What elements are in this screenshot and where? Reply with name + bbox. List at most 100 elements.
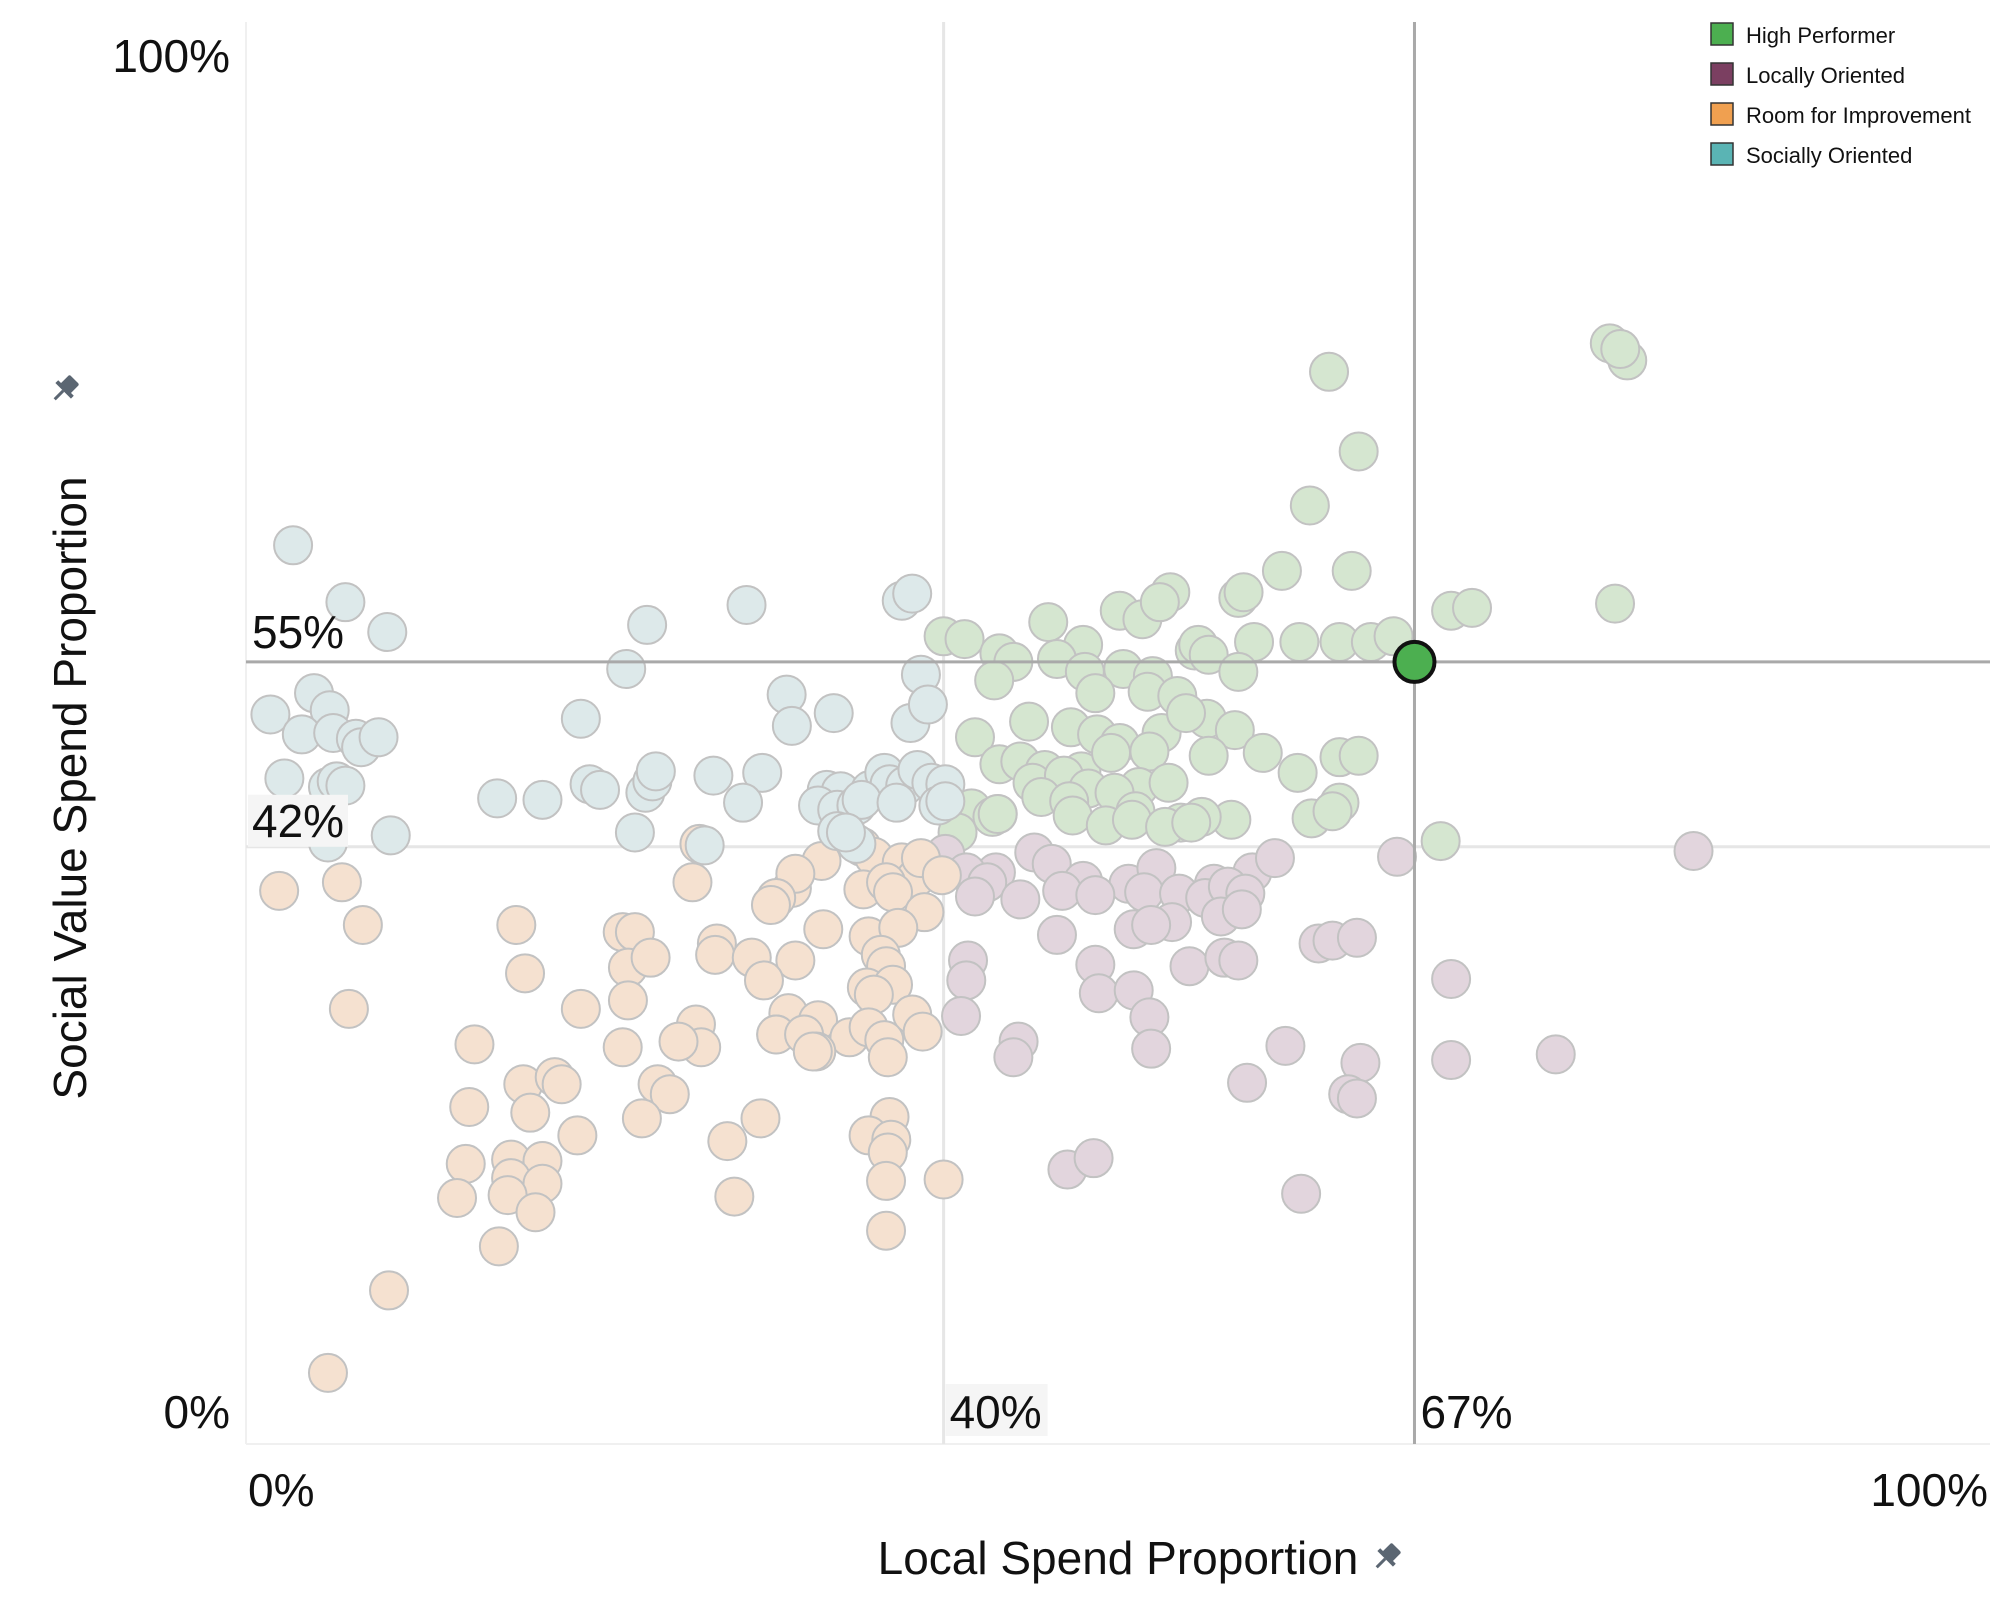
- data-point-high-performer[interactable]: [1289, 485, 1330, 526]
- data-point-locally-oriented[interactable]: [1000, 879, 1041, 920]
- data-point-locally-oriented[interactable]: [993, 1037, 1034, 1078]
- data-point-high-performer[interactable]: [1139, 582, 1180, 623]
- data-point-room-for-improvement[interactable]: [867, 1037, 908, 1078]
- data-point-high-performer[interactable]: [977, 794, 1018, 835]
- data-point-room-for-improvement[interactable]: [557, 1115, 598, 1156]
- data-point-locally-oriented[interactable]: [1431, 959, 1472, 1000]
- data-point-locally-oriented[interactable]: [946, 960, 987, 1001]
- data-point-locally-oriented[interactable]: [1124, 872, 1165, 913]
- data-point-high-performer[interactable]: [1091, 732, 1132, 773]
- data-point-high-performer[interactable]: [1009, 701, 1050, 742]
- data-point-room-for-improvement[interactable]: [672, 862, 713, 903]
- data-point-socially-oriented[interactable]: [726, 585, 767, 626]
- highlighted-point[interactable]: [1392, 639, 1437, 684]
- data-point-room-for-improvement[interactable]: [449, 1086, 490, 1127]
- data-point-locally-oriented[interactable]: [1169, 946, 1210, 987]
- data-point-locally-oriented[interactable]: [1078, 973, 1119, 1014]
- data-point-room-for-improvement[interactable]: [454, 1024, 495, 1065]
- data-point-locally-oriented[interactable]: [1218, 940, 1259, 981]
- data-point-socially-oriented[interactable]: [477, 778, 518, 819]
- data-point-locally-oriented[interactable]: [1227, 1062, 1268, 1103]
- data-point-room-for-improvement[interactable]: [740, 1098, 781, 1139]
- data-point-high-performer[interactable]: [1277, 752, 1318, 793]
- data-point-room-for-improvement[interactable]: [743, 960, 784, 1001]
- data-point-high-performer[interactable]: [1223, 572, 1264, 613]
- data-point-room-for-improvement[interactable]: [478, 1226, 519, 1267]
- data-point-room-for-improvement[interactable]: [695, 934, 736, 975]
- data-point-locally-oriented[interactable]: [1431, 1040, 1472, 1081]
- legend-item-locally-oriented[interactable]: Locally Oriented: [1710, 62, 1905, 88]
- data-point-high-performer[interactable]: [1075, 673, 1116, 714]
- data-point-socially-oriented[interactable]: [358, 717, 399, 758]
- data-point-high-performer[interactable]: [1600, 329, 1641, 370]
- data-point-high-performer[interactable]: [1261, 550, 1302, 591]
- data-point-socially-oriented[interactable]: [250, 694, 291, 735]
- data-point-high-performer[interactable]: [1111, 799, 1152, 840]
- data-point-high-performer[interactable]: [1214, 710, 1255, 751]
- data-point-room-for-improvement[interactable]: [321, 862, 362, 903]
- data-point-locally-oriented[interactable]: [1377, 836, 1418, 877]
- data-point-locally-oriented[interactable]: [1254, 838, 1295, 879]
- data-point-room-for-improvement[interactable]: [792, 1031, 833, 1072]
- data-point-socially-oriented[interactable]: [522, 779, 563, 820]
- data-point-high-performer[interactable]: [1028, 602, 1069, 643]
- data-point-room-for-improvement[interactable]: [658, 1021, 699, 1062]
- data-point-room-for-improvement[interactable]: [649, 1074, 690, 1115]
- data-point-locally-oriented[interactable]: [1673, 831, 1714, 872]
- legend-item-high-performer[interactable]: High Performer: [1710, 22, 1895, 48]
- data-point-socially-oriented[interactable]: [684, 825, 725, 866]
- data-point-socially-oriented[interactable]: [723, 782, 764, 823]
- data-point-room-for-improvement[interactable]: [853, 974, 894, 1015]
- data-point-locally-oriented[interactable]: [1336, 1078, 1377, 1119]
- data-point-socially-oriented[interactable]: [560, 698, 601, 739]
- data-point-room-for-improvement[interactable]: [602, 1027, 643, 1068]
- data-point-room-for-improvement[interactable]: [866, 1210, 907, 1251]
- data-point-socially-oriented[interactable]: [876, 782, 917, 823]
- data-point-socially-oriented[interactable]: [693, 755, 734, 796]
- data-point-high-performer[interactable]: [1188, 634, 1229, 675]
- data-point-high-performer[interactable]: [1420, 821, 1461, 862]
- data-point-high-performer[interactable]: [974, 660, 1015, 701]
- data-point-room-for-improvement[interactable]: [621, 1098, 662, 1139]
- data-point-room-for-improvement[interactable]: [445, 1143, 486, 1184]
- data-point-room-for-improvement[interactable]: [496, 904, 537, 945]
- data-point-high-performer[interactable]: [1331, 550, 1372, 591]
- data-point-room-for-improvement[interactable]: [714, 1176, 755, 1217]
- data-point-room-for-improvement[interactable]: [342, 904, 383, 945]
- data-point-locally-oriented[interactable]: [1131, 904, 1172, 945]
- y-axis-pin-icon[interactable]: [47, 372, 82, 407]
- data-point-room-for-improvement[interactable]: [505, 953, 546, 994]
- data-point-high-performer[interactable]: [1188, 735, 1229, 776]
- data-point-room-for-improvement[interactable]: [437, 1177, 478, 1218]
- data-point-high-performer[interactable]: [1218, 651, 1259, 692]
- data-point-locally-oriented[interactable]: [1221, 889, 1262, 930]
- data-point-room-for-improvement[interactable]: [803, 909, 844, 950]
- data-point-high-performer[interactable]: [1312, 791, 1353, 832]
- data-point-room-for-improvement[interactable]: [921, 855, 962, 896]
- data-point-high-performer[interactable]: [1242, 732, 1283, 773]
- data-point-room-for-improvement[interactable]: [775, 940, 816, 981]
- data-point-high-performer[interactable]: [954, 717, 995, 758]
- data-point-room-for-improvement[interactable]: [902, 1011, 943, 1052]
- data-point-socially-oriented[interactable]: [771, 705, 812, 746]
- data-point-locally-oriented[interactable]: [954, 876, 995, 917]
- data-point-socially-oriented[interactable]: [892, 573, 933, 614]
- data-point-room-for-improvement[interactable]: [560, 988, 601, 1029]
- data-point-socially-oriented[interactable]: [273, 525, 314, 566]
- data-point-room-for-improvement[interactable]: [541, 1064, 582, 1105]
- data-point-room-for-improvement[interactable]: [607, 980, 648, 1021]
- data-point-room-for-improvement[interactable]: [369, 1270, 410, 1311]
- data-point-socially-oriented[interactable]: [742, 752, 783, 793]
- data-point-room-for-improvement[interactable]: [307, 1352, 348, 1393]
- data-point-socially-oriented[interactable]: [825, 812, 866, 853]
- data-point-high-performer[interactable]: [1452, 587, 1493, 628]
- data-point-high-performer[interactable]: [1166, 693, 1207, 734]
- data-point-high-performer[interactable]: [1338, 735, 1379, 776]
- data-point-room-for-improvement[interactable]: [510, 1092, 551, 1133]
- data-point-room-for-improvement[interactable]: [630, 937, 671, 978]
- data-point-locally-oriented[interactable]: [1265, 1025, 1306, 1066]
- data-point-socially-oriented[interactable]: [907, 684, 948, 725]
- data-point-socially-oriented[interactable]: [325, 582, 366, 623]
- data-point-locally-oriented[interactable]: [1535, 1034, 1576, 1075]
- data-point-room-for-improvement[interactable]: [750, 885, 791, 926]
